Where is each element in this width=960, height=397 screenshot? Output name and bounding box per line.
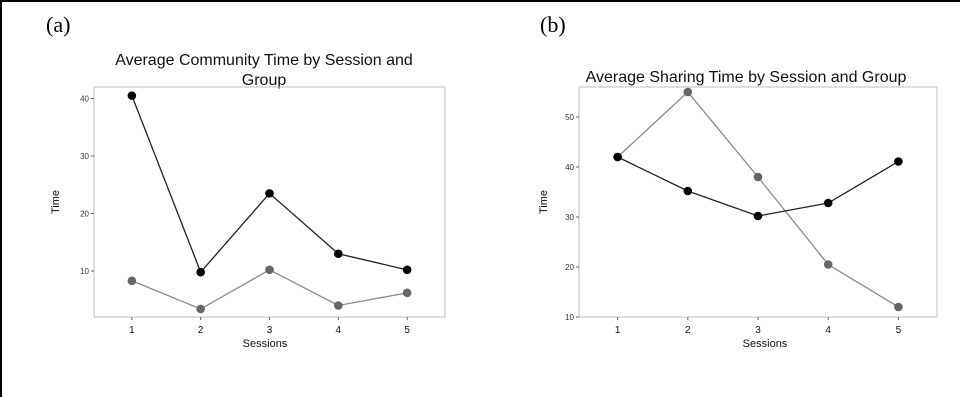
chart-b-ytick-label: 40 bbox=[565, 163, 574, 172]
chart-a-series-1-point bbox=[127, 91, 137, 100]
chart-a-xtick-label: 5 bbox=[404, 325, 410, 336]
chart-b-series-1-point bbox=[683, 186, 693, 196]
chart-a-xtick-label: 3 bbox=[267, 325, 273, 336]
chart-a-ytick-label: 20 bbox=[80, 210, 89, 219]
chart-b-series-2-point bbox=[683, 87, 693, 97]
chart-b-title: Average Sharing Time by Session and Grou… bbox=[586, 69, 907, 86]
chart-a-series-1-point bbox=[334, 249, 343, 259]
chart-b-ytick-label: 20 bbox=[565, 263, 574, 272]
chart-b-series-1-point bbox=[894, 157, 903, 166]
chart-a-xtick-label: 2 bbox=[198, 325, 204, 336]
chart-b-series-2-point bbox=[894, 302, 903, 312]
chart-b-plot-area bbox=[578, 86, 938, 318]
chart-a-series-2-point bbox=[334, 301, 343, 310]
chart-a-series-2-point bbox=[127, 276, 137, 286]
chart-a-xlabel: Sessions bbox=[243, 338, 288, 350]
chart-a-series-1-point bbox=[265, 189, 274, 198]
chart-b-ytick-label: 50 bbox=[565, 113, 574, 122]
chart-b-series-2-point bbox=[753, 172, 763, 182]
chart-b-xtick-label: 3 bbox=[755, 325, 761, 336]
chart-a-ytick-label: 40 bbox=[80, 95, 89, 104]
chart-a-series-1-point bbox=[196, 267, 205, 277]
panel-b-tag: (b) bbox=[540, 12, 566, 37]
chart-a-plot-area bbox=[93, 86, 446, 318]
chart-b-series-1-point bbox=[753, 211, 763, 221]
chart-b-xtick-label: 1 bbox=[615, 325, 621, 336]
chart-b-xlabel: Sessions bbox=[743, 338, 788, 350]
chart-b-series-2-point bbox=[823, 260, 833, 269]
chart-a-series-1-point bbox=[402, 265, 412, 275]
chart-b-ylabel: Time bbox=[538, 190, 550, 214]
chart-b-series-1-point bbox=[613, 152, 622, 162]
chart-a-series-1-line bbox=[131, 95, 408, 274]
chart-a: Average Community Time by Session and Gr… bbox=[50, 52, 446, 350]
chart-b: Average Sharing Time by Session and Grou… bbox=[538, 69, 938, 350]
chart-a-series-2-point bbox=[265, 265, 274, 275]
chart-a-title-line2: Group bbox=[242, 72, 287, 89]
chart-a-series-2-point bbox=[196, 304, 205, 314]
chart-a-series-2-point bbox=[402, 288, 412, 298]
chart-b-xtick-label: 5 bbox=[896, 325, 902, 336]
chart-b-xtick-label: 2 bbox=[685, 325, 691, 336]
chart-a-ytick-label: 30 bbox=[80, 152, 89, 161]
chart-a-ytick-label: 10 bbox=[80, 267, 89, 276]
chart-b-series-2-line bbox=[617, 91, 899, 308]
chart-b-ytick-label: 10 bbox=[565, 313, 574, 322]
chart-b-ytick-label: 30 bbox=[565, 213, 574, 222]
chart-b-xtick-label: 4 bbox=[825, 325, 831, 336]
chart-a-ylabel: Time bbox=[50, 190, 62, 214]
panel-a-tag: (a) bbox=[46, 12, 71, 37]
chart-b-series-1-line bbox=[617, 156, 899, 217]
chart-a-xtick-label: 4 bbox=[336, 325, 342, 336]
chart-a-series-2-line bbox=[131, 269, 408, 310]
chart-a-xtick-label: 1 bbox=[129, 325, 135, 336]
chart-a-title-line1: Average Community Time by Session and bbox=[115, 52, 413, 69]
chart-b-series-1-point bbox=[823, 198, 833, 208]
